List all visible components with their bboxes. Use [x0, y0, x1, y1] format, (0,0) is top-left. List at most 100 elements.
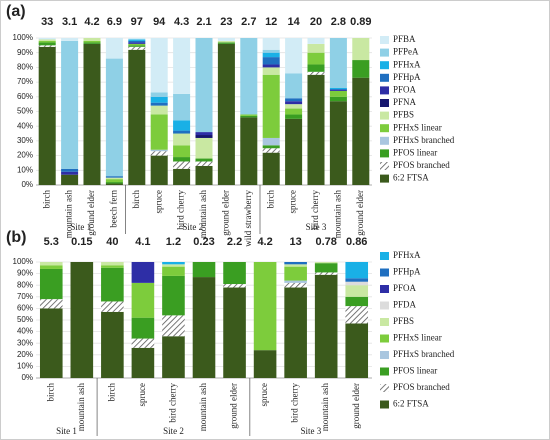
total-label: 0.78 — [315, 236, 336, 248]
total-label: 14 — [287, 16, 300, 28]
total-label: 40 — [106, 236, 118, 248]
bar-segment — [128, 46, 146, 50]
legend-swatch — [380, 86, 389, 95]
bar-segment — [162, 275, 185, 316]
bar-segment — [345, 262, 369, 279]
bar-segment — [105, 38, 123, 59]
y-tick-label: 0% — [21, 373, 33, 382]
bar-segment — [253, 350, 277, 378]
y-tick-label: 80% — [17, 280, 33, 289]
site-label: Site 1 — [56, 426, 77, 436]
total-label: 4.2 — [84, 16, 99, 28]
total-label: 3.1 — [62, 16, 77, 28]
legend-swatch — [380, 400, 389, 409]
legend-label: PFBA — [393, 34, 416, 44]
bar-segment — [101, 262, 124, 266]
bar-segment — [105, 182, 123, 184]
x-tick-label: birch — [106, 383, 116, 402]
legend-swatch — [380, 318, 389, 326]
bar-segment — [195, 135, 213, 138]
bar-segment — [150, 96, 168, 103]
y-tick-label: 90% — [17, 269, 33, 278]
site-label: Site 1 — [70, 222, 91, 232]
bar-segment — [314, 263, 338, 273]
bar-segment — [131, 347, 155, 378]
y-tick-label: 70% — [17, 77, 33, 86]
bar-segment — [240, 38, 258, 115]
legend-label: PFOS linear — [393, 147, 437, 157]
legend-swatch — [380, 285, 389, 293]
y-tick-label: 100% — [13, 257, 33, 266]
y-tick-label: 0% — [21, 180, 33, 189]
bar-segment — [173, 168, 191, 185]
y-tick-label: 60% — [17, 92, 33, 101]
x-tick-label: ground elder — [355, 190, 365, 236]
bar-segment — [150, 155, 168, 185]
bar-segment — [262, 49, 280, 53]
x-tick-label: birch — [45, 383, 55, 402]
bar-segment — [105, 177, 123, 180]
bar-segment — [39, 268, 63, 300]
legend-label: PFBS — [393, 110, 414, 120]
bar-segment — [307, 74, 325, 185]
bar-segment — [105, 179, 123, 183]
bar-segment — [150, 114, 168, 150]
x-tick-label: mountain ash — [320, 383, 330, 432]
legend-swatch — [380, 48, 389, 57]
bar-segment — [262, 64, 280, 68]
total-label: 23 — [220, 16, 232, 28]
bar-segment — [329, 101, 347, 185]
legend-label: 6:2 FTSA — [393, 399, 429, 409]
bar-segment — [128, 49, 146, 186]
x-tick-label: birch — [131, 190, 141, 209]
x-tick-label: spruce — [137, 383, 147, 407]
bar-segment — [262, 52, 280, 58]
y-tick-label: 10% — [17, 362, 33, 371]
y-tick-label: 20% — [17, 151, 33, 160]
total-label: 2.2 — [227, 236, 242, 248]
bar-segment — [173, 157, 191, 162]
bar-segment — [131, 338, 155, 348]
bar-segment — [173, 145, 191, 158]
bar-segment — [352, 60, 370, 78]
bar-segment — [150, 149, 168, 152]
legend-label: PFHxS linear — [393, 122, 442, 132]
x-tick-label: birch — [265, 190, 275, 209]
y-tick-label: 40% — [17, 327, 33, 336]
bar-segment — [352, 38, 370, 61]
legend-label: PFHxS branched — [393, 349, 455, 359]
panel-label: (a) — [6, 3, 26, 20]
bar-segment — [262, 137, 280, 146]
bar-segment — [128, 38, 146, 40]
total-label: 33 — [41, 16, 53, 28]
bar-segment — [150, 151, 168, 156]
bar-segment — [39, 262, 63, 266]
x-tick-label: mountain ash — [64, 190, 74, 239]
bar-segment — [131, 282, 155, 318]
bar-segment — [105, 176, 123, 178]
bar-segment — [284, 282, 307, 288]
bar-segment — [39, 299, 63, 309]
y-tick-label: 80% — [17, 63, 33, 72]
bar-segment — [284, 266, 307, 281]
bar-segment — [162, 264, 185, 267]
bar-segment — [128, 39, 146, 41]
bar-segment — [329, 96, 347, 102]
legend-swatch — [380, 61, 389, 70]
panel-label: (b) — [6, 229, 26, 246]
bar-segment — [128, 43, 146, 46]
y-tick-label: 100% — [13, 33, 33, 42]
x-tick-label: birch — [41, 190, 51, 209]
bar-segment — [83, 42, 101, 44]
bar-segment — [195, 137, 213, 159]
legend-swatch — [380, 252, 389, 260]
legend-swatch — [380, 36, 389, 44]
bar-segment — [61, 171, 79, 175]
bar-segment — [101, 267, 124, 302]
total-label: 1.2 — [166, 236, 181, 248]
legend-label: PFHxA — [393, 59, 421, 69]
bar-segment — [38, 42, 56, 46]
bar-segment — [83, 40, 101, 43]
total-label: 4.3 — [174, 16, 189, 28]
bar-segment — [307, 71, 325, 75]
